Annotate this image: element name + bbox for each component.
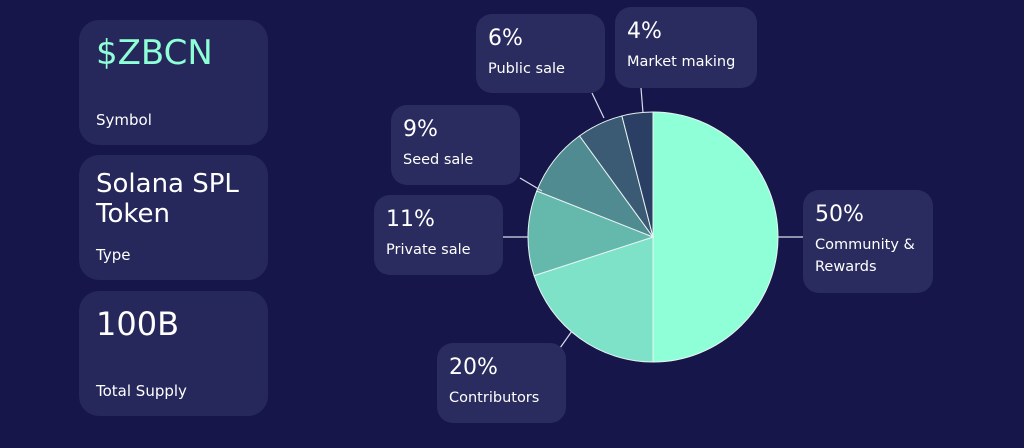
value-label: 4% [627, 19, 662, 44]
card-value: $ZBCN [96, 33, 213, 73]
category-label: Contributors [449, 390, 540, 406]
callout: 11% Private sale [374, 195, 503, 275]
callout: 6% Public sale [476, 14, 605, 93]
value-label: 11% [386, 207, 435, 232]
card-label: Symbol [96, 111, 152, 129]
category-label: Seed sale [403, 152, 474, 168]
value-label: 6% [488, 26, 523, 51]
value-label: 50% [815, 202, 864, 227]
callout: 20% Contributors [437, 343, 566, 423]
card-value: 100B [96, 305, 180, 343]
value-label: 20% [449, 355, 498, 380]
connector [559, 330, 573, 349]
pie-slice [621, 111, 654, 238]
category-label: Market making [627, 54, 736, 70]
category-label: Community & Rewards [815, 237, 915, 275]
info-card: $ZBCN Symbol [79, 20, 268, 145]
info-card: Solana SPL Token Type [79, 155, 268, 280]
card-label: Total Supply [96, 382, 187, 400]
callout: 50% Community & Rewards [803, 190, 933, 293]
pie-slice [527, 190, 655, 277]
category-label: Public sale [488, 61, 565, 77]
pie-slice [533, 236, 654, 363]
category-label: Private sale [386, 242, 471, 258]
callout: 9% Seed sale [391, 105, 520, 185]
connector [640, 87, 644, 114]
pie-slice [652, 111, 779, 363]
card-label: Type [96, 246, 131, 264]
value-label: 9% [403, 117, 438, 142]
connector [591, 92, 605, 119]
connector [519, 177, 543, 192]
info-card: 100B Total Supply [79, 291, 268, 416]
callout: 4% Market making [615, 7, 757, 88]
card-value: Solana SPL Token [96, 169, 239, 229]
